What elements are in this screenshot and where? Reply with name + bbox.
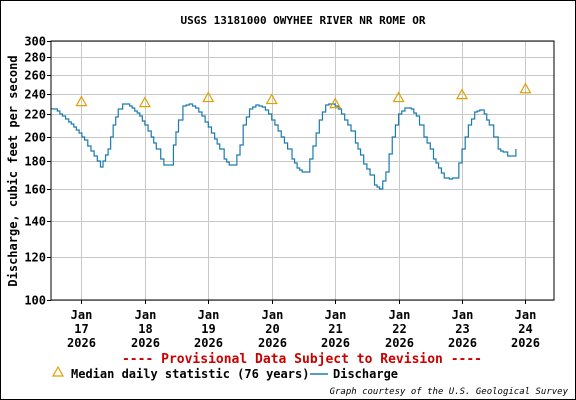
x-tick-label: Jan (515, 308, 537, 322)
x-tick-label: 2026 (258, 336, 287, 350)
x-axis-ticks: Jan172026Jan182026Jan192026Jan202026Jan2… (67, 300, 540, 350)
median-marker (265, 93, 278, 105)
plot-border (50, 40, 555, 301)
median-marker (138, 96, 151, 108)
x-tick-label: 2026 (67, 336, 96, 350)
legend: Median daily statistic (76 years) Dischar… (51, 365, 398, 381)
x-tick-label: Jan (262, 308, 284, 322)
x-tick-label: 19 (201, 322, 215, 336)
x-tick-label: 17 (74, 322, 88, 336)
y-tick-label: 120 (24, 251, 46, 265)
legend-median-marker (51, 365, 65, 377)
legend-discharge-label: Discharge (333, 367, 398, 381)
x-tick-label: 22 (392, 322, 406, 336)
x-tick-label: 2026 (448, 336, 477, 350)
y-tick-label: 300 (24, 35, 46, 49)
y-tick-label: 220 (24, 108, 46, 122)
x-tick-label: 21 (328, 322, 342, 336)
y-tick-label: 200 (24, 131, 46, 145)
provisional-notice: ---- Provisional Data Subject to Revisio… (122, 352, 482, 367)
x-tick-label: 2026 (131, 336, 160, 350)
legend-median-label: Median daily statistic (76 years) (71, 367, 309, 381)
y-tick-label: 100 (24, 294, 46, 308)
y-tick-label: 240 (24, 88, 46, 102)
x-tick-label: 23 (455, 322, 469, 336)
median-marker (75, 95, 88, 107)
median-marker (202, 91, 215, 103)
discharge-line (50, 103, 517, 190)
y-axis-label: Discharge, cubic feet per second (6, 55, 20, 286)
data-series (50, 82, 532, 190)
x-tick-label: Jan (135, 308, 157, 322)
median-marker (519, 82, 532, 94)
y-axis-ticks: 100 120 140 160 180 200 220 240 260 280 300 (24, 35, 51, 308)
x-tick-label: 20 (265, 322, 279, 336)
y-tick-label: 160 (24, 183, 46, 197)
x-tick-label: Jan (452, 308, 474, 322)
credit-text: Graph courtesy of the U.S. Geological Su… (330, 387, 569, 397)
x-tick-label: Jan (389, 308, 411, 322)
x-tick-label: Jan (71, 308, 93, 322)
y-tick-label: 180 (24, 155, 46, 169)
median-marker (456, 88, 469, 100)
x-tick-label: Jan (198, 308, 220, 322)
median-marker (392, 91, 405, 103)
x-tick-label: 2026 (194, 336, 223, 350)
x-tick-label: 24 (518, 322, 532, 336)
chart-title: USGS 13181000 OWYHEE RIVER NR ROME OR (180, 14, 425, 27)
x-tick-label: 18 (138, 322, 152, 336)
x-tick-label: Jan (325, 308, 347, 322)
y-tick-label: 140 (24, 215, 46, 229)
median-marker (329, 97, 342, 109)
x-tick-label: 2026 (321, 336, 350, 350)
x-tick-label: 2026 (511, 336, 540, 350)
y-tick-label: 280 (24, 51, 46, 65)
x-tick-label: 2026 (385, 336, 414, 350)
y-tick-label: 260 (24, 69, 46, 83)
